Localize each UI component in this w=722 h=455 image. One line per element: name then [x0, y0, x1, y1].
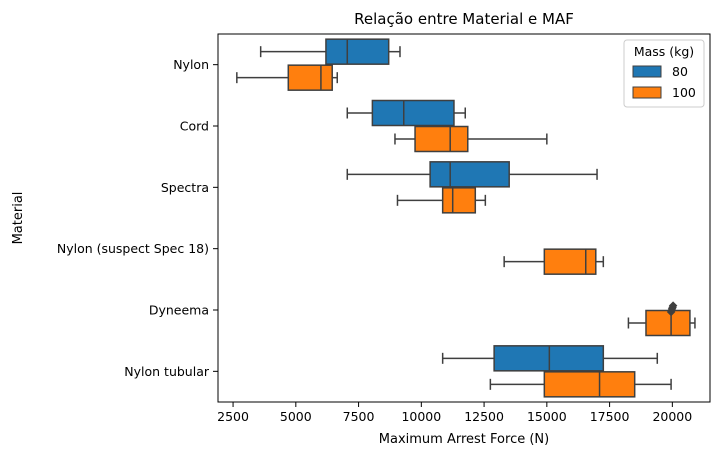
- box-dyneema-100-outlier-4: [668, 301, 678, 310]
- x-tick-label-5000: 5000: [280, 409, 312, 424]
- x-tick-label-7500: 7500: [343, 409, 375, 424]
- x-tick-label-17500: 17500: [590, 409, 630, 424]
- box-nylon-tubular-80: [441, 345, 659, 372]
- box-nylon-suspect-spec-18-100: [503, 248, 605, 275]
- y-axis-ticks: Nylon Cord Spectra Nylon (suspect Spec 18) D…: [57, 57, 218, 379]
- y-tick-label-dyneema: Dyneema: [149, 303, 209, 318]
- x-tick-label-10000: 10000: [401, 409, 441, 424]
- y-tick-label-nylon-tubular: Nylon tubular: [124, 364, 210, 379]
- x-tick-label-12500: 12500: [464, 409, 504, 424]
- box-cord-80: [346, 99, 467, 127]
- box-nylon-80: [259, 38, 401, 65]
- x-axis-ticks: 2500 5000 7500 10000 12500 15000 17500 20000: [217, 402, 692, 424]
- y-tick-label-nylon: Nylon: [173, 57, 209, 72]
- box-nylon-suspect-spec-18-100-iqr: [543, 248, 597, 275]
- legend-entry-100: 100: [672, 85, 696, 100]
- plot-frame: [217, 33, 711, 403]
- box-nylon-100: [236, 64, 338, 91]
- box-cord-100-iqr: [414, 125, 469, 153]
- x-axis-label: Maximum Arrest Force (N): [379, 432, 549, 447]
- x-tick-label-15000: 15000: [527, 409, 567, 424]
- y-axis-label: Material: [11, 192, 26, 245]
- x-tick-label-20000: 20000: [652, 409, 692, 424]
- box-spectra-100-iqr: [441, 187, 477, 214]
- box-nylon-100-iqr: [287, 64, 333, 91]
- box-dyneema-100-iqr: [645, 309, 691, 337]
- box-nylon-tubular-100-iqr: [543, 371, 636, 398]
- box-nylon-80-iqr: [325, 38, 390, 65]
- chart-title: Relação entre Material e MAF: [354, 10, 574, 28]
- box-spectra-80: [346, 161, 598, 188]
- box-cord-80-iqr: [371, 99, 455, 127]
- box-dyneema-100: [627, 301, 696, 337]
- y-tick-label-spectra: Spectra: [161, 180, 209, 195]
- y-tick-label-nylon-suspect-spec-18: Nylon (suspect Spec 18): [57, 241, 209, 256]
- legend-title: Mass (kg): [634, 44, 694, 59]
- box-nylon-tubular-100: [489, 371, 672, 398]
- box-spectra-100: [396, 187, 487, 214]
- legend-swatch-100: [632, 86, 662, 99]
- x-tick-label-2500: 2500: [217, 409, 249, 424]
- box-cord-100: [394, 125, 548, 153]
- legend-entry-80: 80: [672, 64, 688, 79]
- box-spectra-80-iqr: [429, 161, 510, 188]
- y-tick-label-cord: Cord: [180, 119, 209, 134]
- plot-area: [236, 38, 696, 398]
- legend-swatch-80: [632, 65, 662, 78]
- legend: Mass (kg) 80 100: [623, 39, 705, 108]
